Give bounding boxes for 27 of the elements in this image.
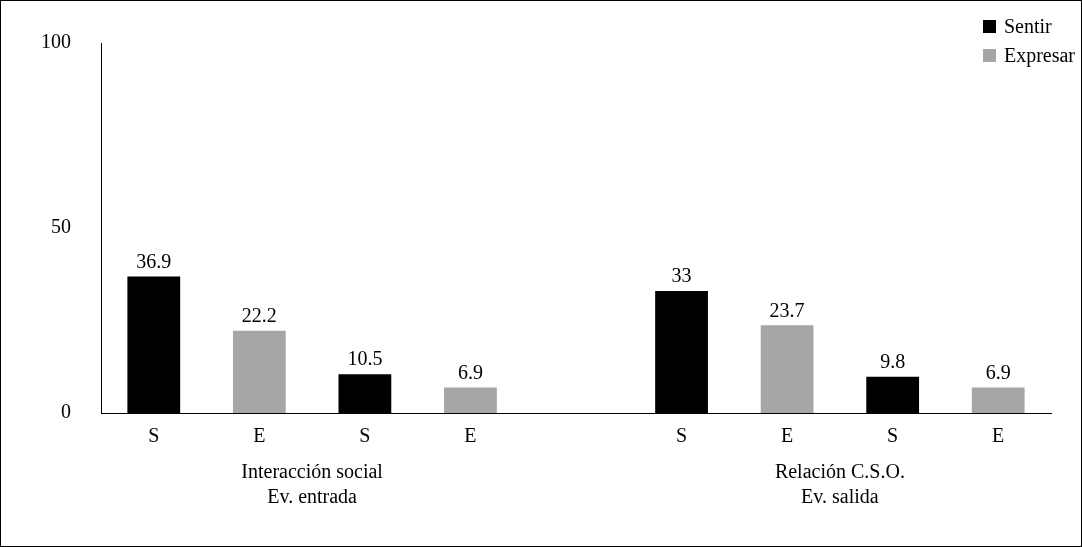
data-label: 9.8 <box>880 349 906 372</box>
x-tick-label: S <box>675 424 688 447</box>
data-label: 23.7 <box>769 298 805 321</box>
x-tick-label: S <box>887 424 899 447</box>
x-tick-label: E <box>781 424 794 447</box>
legend-label: Expresar <box>1003 44 1075 67</box>
bar <box>444 387 497 413</box>
y-tick-label: 100 <box>41 30 71 53</box>
x-tick-label: E <box>464 424 477 447</box>
bar <box>971 387 1025 413</box>
y-tick-label: 0 <box>61 400 71 423</box>
y-tick-label: 50 <box>51 215 71 238</box>
data-label: 33 <box>671 264 692 287</box>
legend-label: Sentir <box>1003 15 1052 38</box>
x-tick-label: S <box>148 424 160 447</box>
data-label: 10.5 <box>347 347 383 370</box>
data-label: 22.2 <box>241 304 277 327</box>
bar <box>760 325 814 413</box>
text: Interacción social Ev. entrada <box>241 460 384 508</box>
data-label: 6.9 <box>985 360 1011 383</box>
x-tick-label: E <box>253 424 266 447</box>
data-label: 6.9 <box>457 360 483 383</box>
x-tick-label: S <box>359 424 371 447</box>
data-label: 36.9 <box>136 249 172 272</box>
bar <box>232 330 286 413</box>
x-tick-label: E <box>992 424 1005 447</box>
text: Relación C.S.O. Ev. salida <box>774 460 905 508</box>
